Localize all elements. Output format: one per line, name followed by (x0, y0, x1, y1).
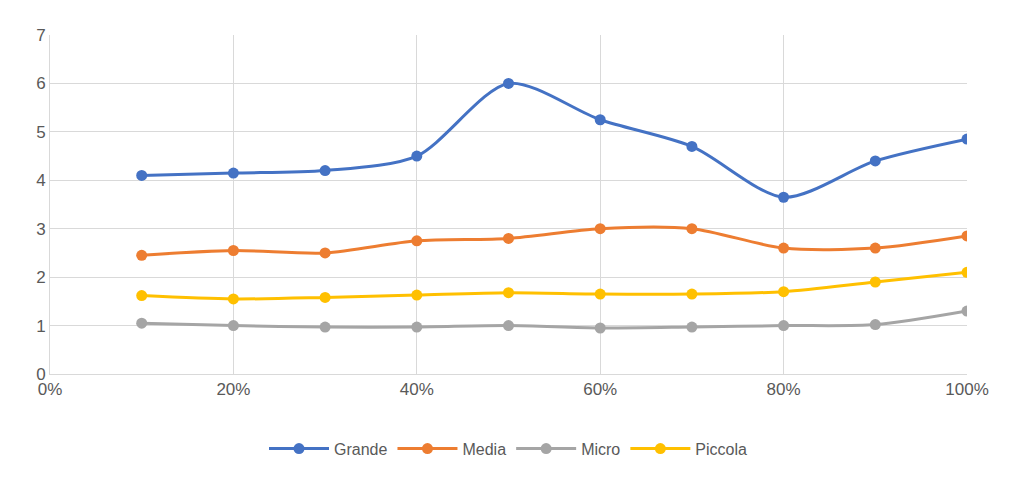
svg-text:2: 2 (36, 268, 45, 287)
svg-text:0: 0 (36, 365, 45, 384)
svg-text:7: 7 (36, 26, 45, 45)
svg-text:20%: 20% (216, 380, 250, 399)
svg-text:100%: 100% (945, 380, 988, 399)
svg-text:40%: 40% (400, 380, 434, 399)
svg-text:6: 6 (36, 74, 45, 93)
svg-text:Media: Media (462, 441, 506, 458)
svg-text:Grande: Grande (334, 441, 387, 458)
svg-text:Piccola: Piccola (695, 441, 747, 458)
svg-text:60%: 60% (583, 380, 617, 399)
svg-text:3: 3 (36, 220, 45, 239)
svg-text:Micro: Micro (581, 441, 620, 458)
svg-text:80%: 80% (767, 380, 801, 399)
svg-text:5: 5 (36, 123, 45, 142)
svg-text:1: 1 (36, 317, 45, 336)
svg-text:4: 4 (36, 171, 45, 190)
svg-text:0%: 0% (38, 380, 63, 399)
